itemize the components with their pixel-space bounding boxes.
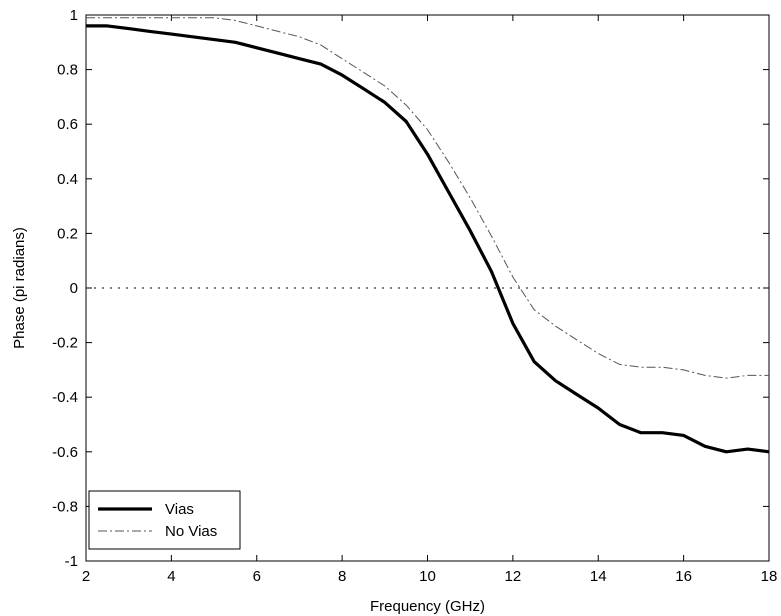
y-tick-label: 0.4 bbox=[57, 171, 78, 188]
y-tick-label: -0.8 bbox=[52, 498, 78, 515]
x-axis-label: Frequency (GHz) bbox=[370, 598, 485, 615]
x-tick-label: 4 bbox=[167, 568, 175, 585]
x-tick-label: 2 bbox=[82, 568, 90, 585]
y-tick-label: -0.4 bbox=[52, 389, 78, 406]
y-tick-label: -0.2 bbox=[52, 335, 78, 352]
series-line-vias bbox=[86, 24, 770, 454]
y-tick-label: 0 bbox=[70, 280, 78, 297]
ticks-layer: 2 4 6 8 10 12 14 16 18 -1 -0.8 -0.6 -0.4 -0.2 0 0.2 0.4 0… bbox=[52, 7, 777, 585]
y-tick-label: -1 bbox=[65, 553, 78, 570]
y-tick-label: 0.6 bbox=[57, 116, 78, 133]
x-tick-label: 10 bbox=[419, 568, 436, 585]
legend-label-no-vias: No Vias bbox=[165, 523, 217, 540]
y-tick-label: 0.8 bbox=[57, 62, 78, 79]
legend: Vias No Vias bbox=[88, 490, 241, 550]
legend-box bbox=[88, 490, 241, 550]
series-line-no-vias bbox=[86, 17, 769, 379]
x-tick-label: 18 bbox=[761, 568, 778, 585]
legend-label-vias: Vias bbox=[165, 501, 194, 518]
y-axis-label: Phase (pi radians) bbox=[11, 227, 28, 349]
x-tick-label: 14 bbox=[590, 568, 607, 585]
series-layer bbox=[86, 17, 770, 454]
plot-area bbox=[85, 14, 770, 562]
x-tick-label: 6 bbox=[253, 568, 261, 585]
x-tick-label: 12 bbox=[505, 568, 522, 585]
y-tick-label: 1 bbox=[70, 7, 78, 24]
y-tick-label: -0.6 bbox=[52, 444, 78, 461]
x-tick-label: 16 bbox=[675, 568, 692, 585]
y-tick-label: 0.2 bbox=[57, 225, 78, 242]
x-tick-label: 8 bbox=[338, 568, 346, 585]
